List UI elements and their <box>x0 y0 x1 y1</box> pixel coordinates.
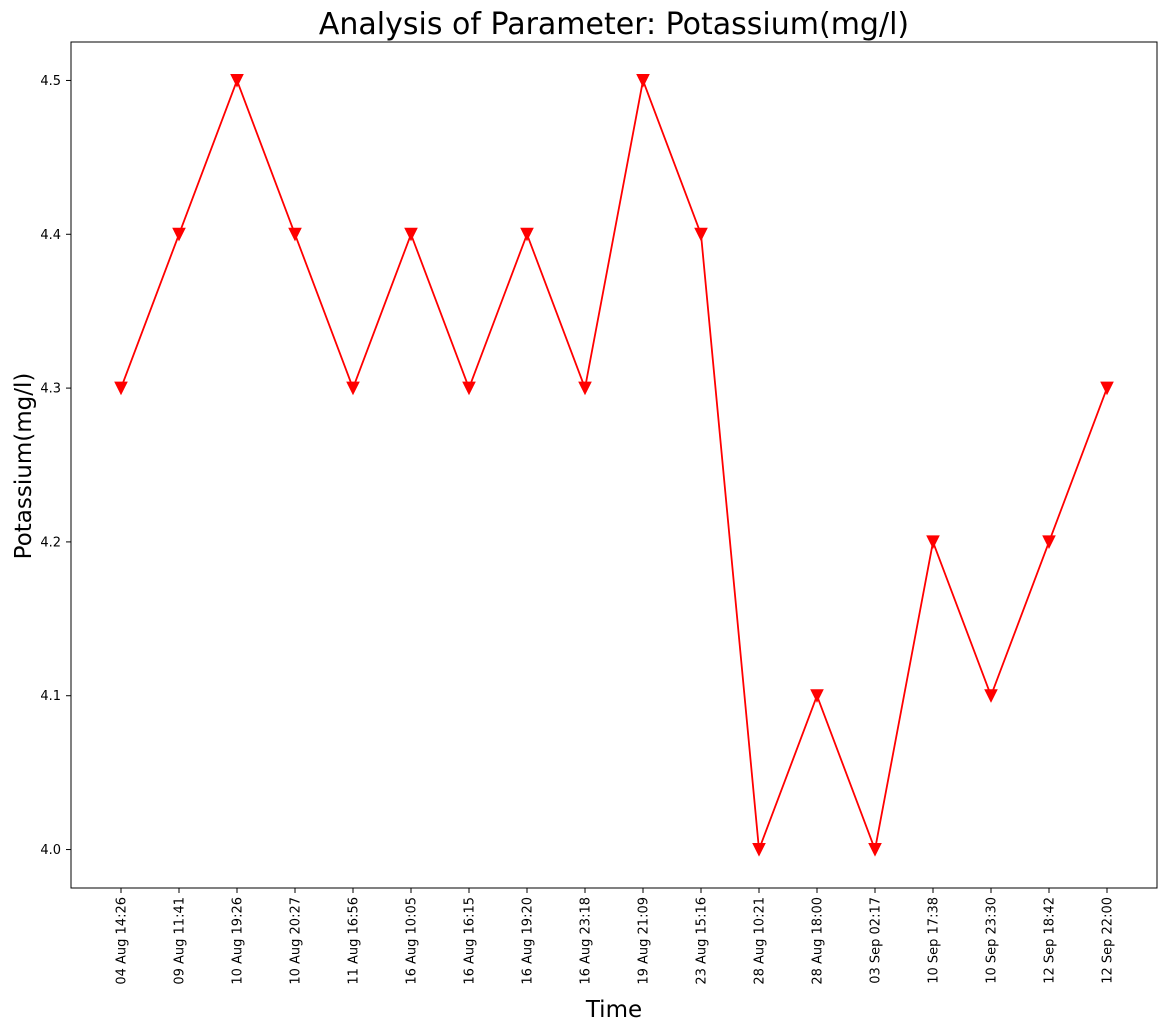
data-point-marker <box>694 227 708 242</box>
data-point-marker <box>984 689 998 703</box>
x-tick-label: 10 Sep 23:30 <box>985 897 1000 984</box>
data-point-marker <box>172 227 186 242</box>
y-tick-label: 4.2 <box>40 535 61 550</box>
x-tick-label: 10 Aug 19:26 <box>231 897 246 985</box>
data-point-marker <box>578 381 592 396</box>
data-point-marker <box>752 843 766 857</box>
x-tick-label: 16 Aug 19:20 <box>521 897 536 985</box>
plot-frame <box>70 41 1158 889</box>
x-tick-label: 03 Sep 02:17 <box>869 897 884 984</box>
data-point-marker <box>636 73 650 88</box>
y-tick-label: 4.0 <box>40 843 61 858</box>
x-tick-label: 11 Aug 16:56 <box>347 897 362 985</box>
data-point-marker <box>114 381 128 396</box>
x-tick-label: 28 Aug 10:21 <box>753 897 768 985</box>
y-axis-label: Potassium(mg/l) <box>11 373 37 560</box>
x-tick-label: 16 Aug 16:15 <box>463 897 478 985</box>
data-point-marker <box>926 535 940 550</box>
x-tick-label: 28 Aug 18:00 <box>811 897 826 985</box>
x-tick-label: 16 Aug 23:18 <box>579 897 594 985</box>
x-axis-label: Time <box>585 997 642 1023</box>
series-line <box>120 79 1108 851</box>
data-point-marker <box>810 689 824 703</box>
x-tick-label: 12 Sep 22:00 <box>1101 897 1116 984</box>
x-tick-label: 16 Aug 10:05 <box>405 897 420 985</box>
data-point-marker <box>346 381 360 396</box>
data-point-marker <box>1042 535 1056 550</box>
data-point-marker <box>288 227 302 242</box>
data-point-marker <box>520 227 534 242</box>
data-point-marker <box>868 843 882 857</box>
x-tick-label: 19 Aug 21:09 <box>637 897 652 985</box>
y-tick-label: 4.4 <box>40 228 61 243</box>
data-point-marker <box>462 381 476 396</box>
data-point-marker <box>1100 381 1114 396</box>
y-tick-label: 4.3 <box>40 382 61 397</box>
x-tick-label: 10 Sep 17:38 <box>927 897 942 984</box>
data-point-marker <box>230 73 244 88</box>
x-tick-label: 12 Sep 18:42 <box>1043 897 1058 984</box>
y-tick-label: 4.1 <box>40 689 61 704</box>
x-tick-label: 04 Aug 14:26 <box>115 897 130 985</box>
y-tick-label: 4.5 <box>40 74 61 89</box>
x-tick-label: 23 Aug 15:16 <box>695 897 710 985</box>
x-tick-label: 10 Aug 20:27 <box>289 897 304 985</box>
chart-title: Analysis of Parameter: Potassium(mg/l) <box>319 7 909 42</box>
x-tick-label: 09 Aug 11:41 <box>173 897 188 985</box>
plot-area: 4.0 4.1 4.2 4.3 4.4 4.5 04 Aug 14:26 09 Aug 11:… <box>40 41 1158 985</box>
data-point-marker <box>404 227 418 242</box>
